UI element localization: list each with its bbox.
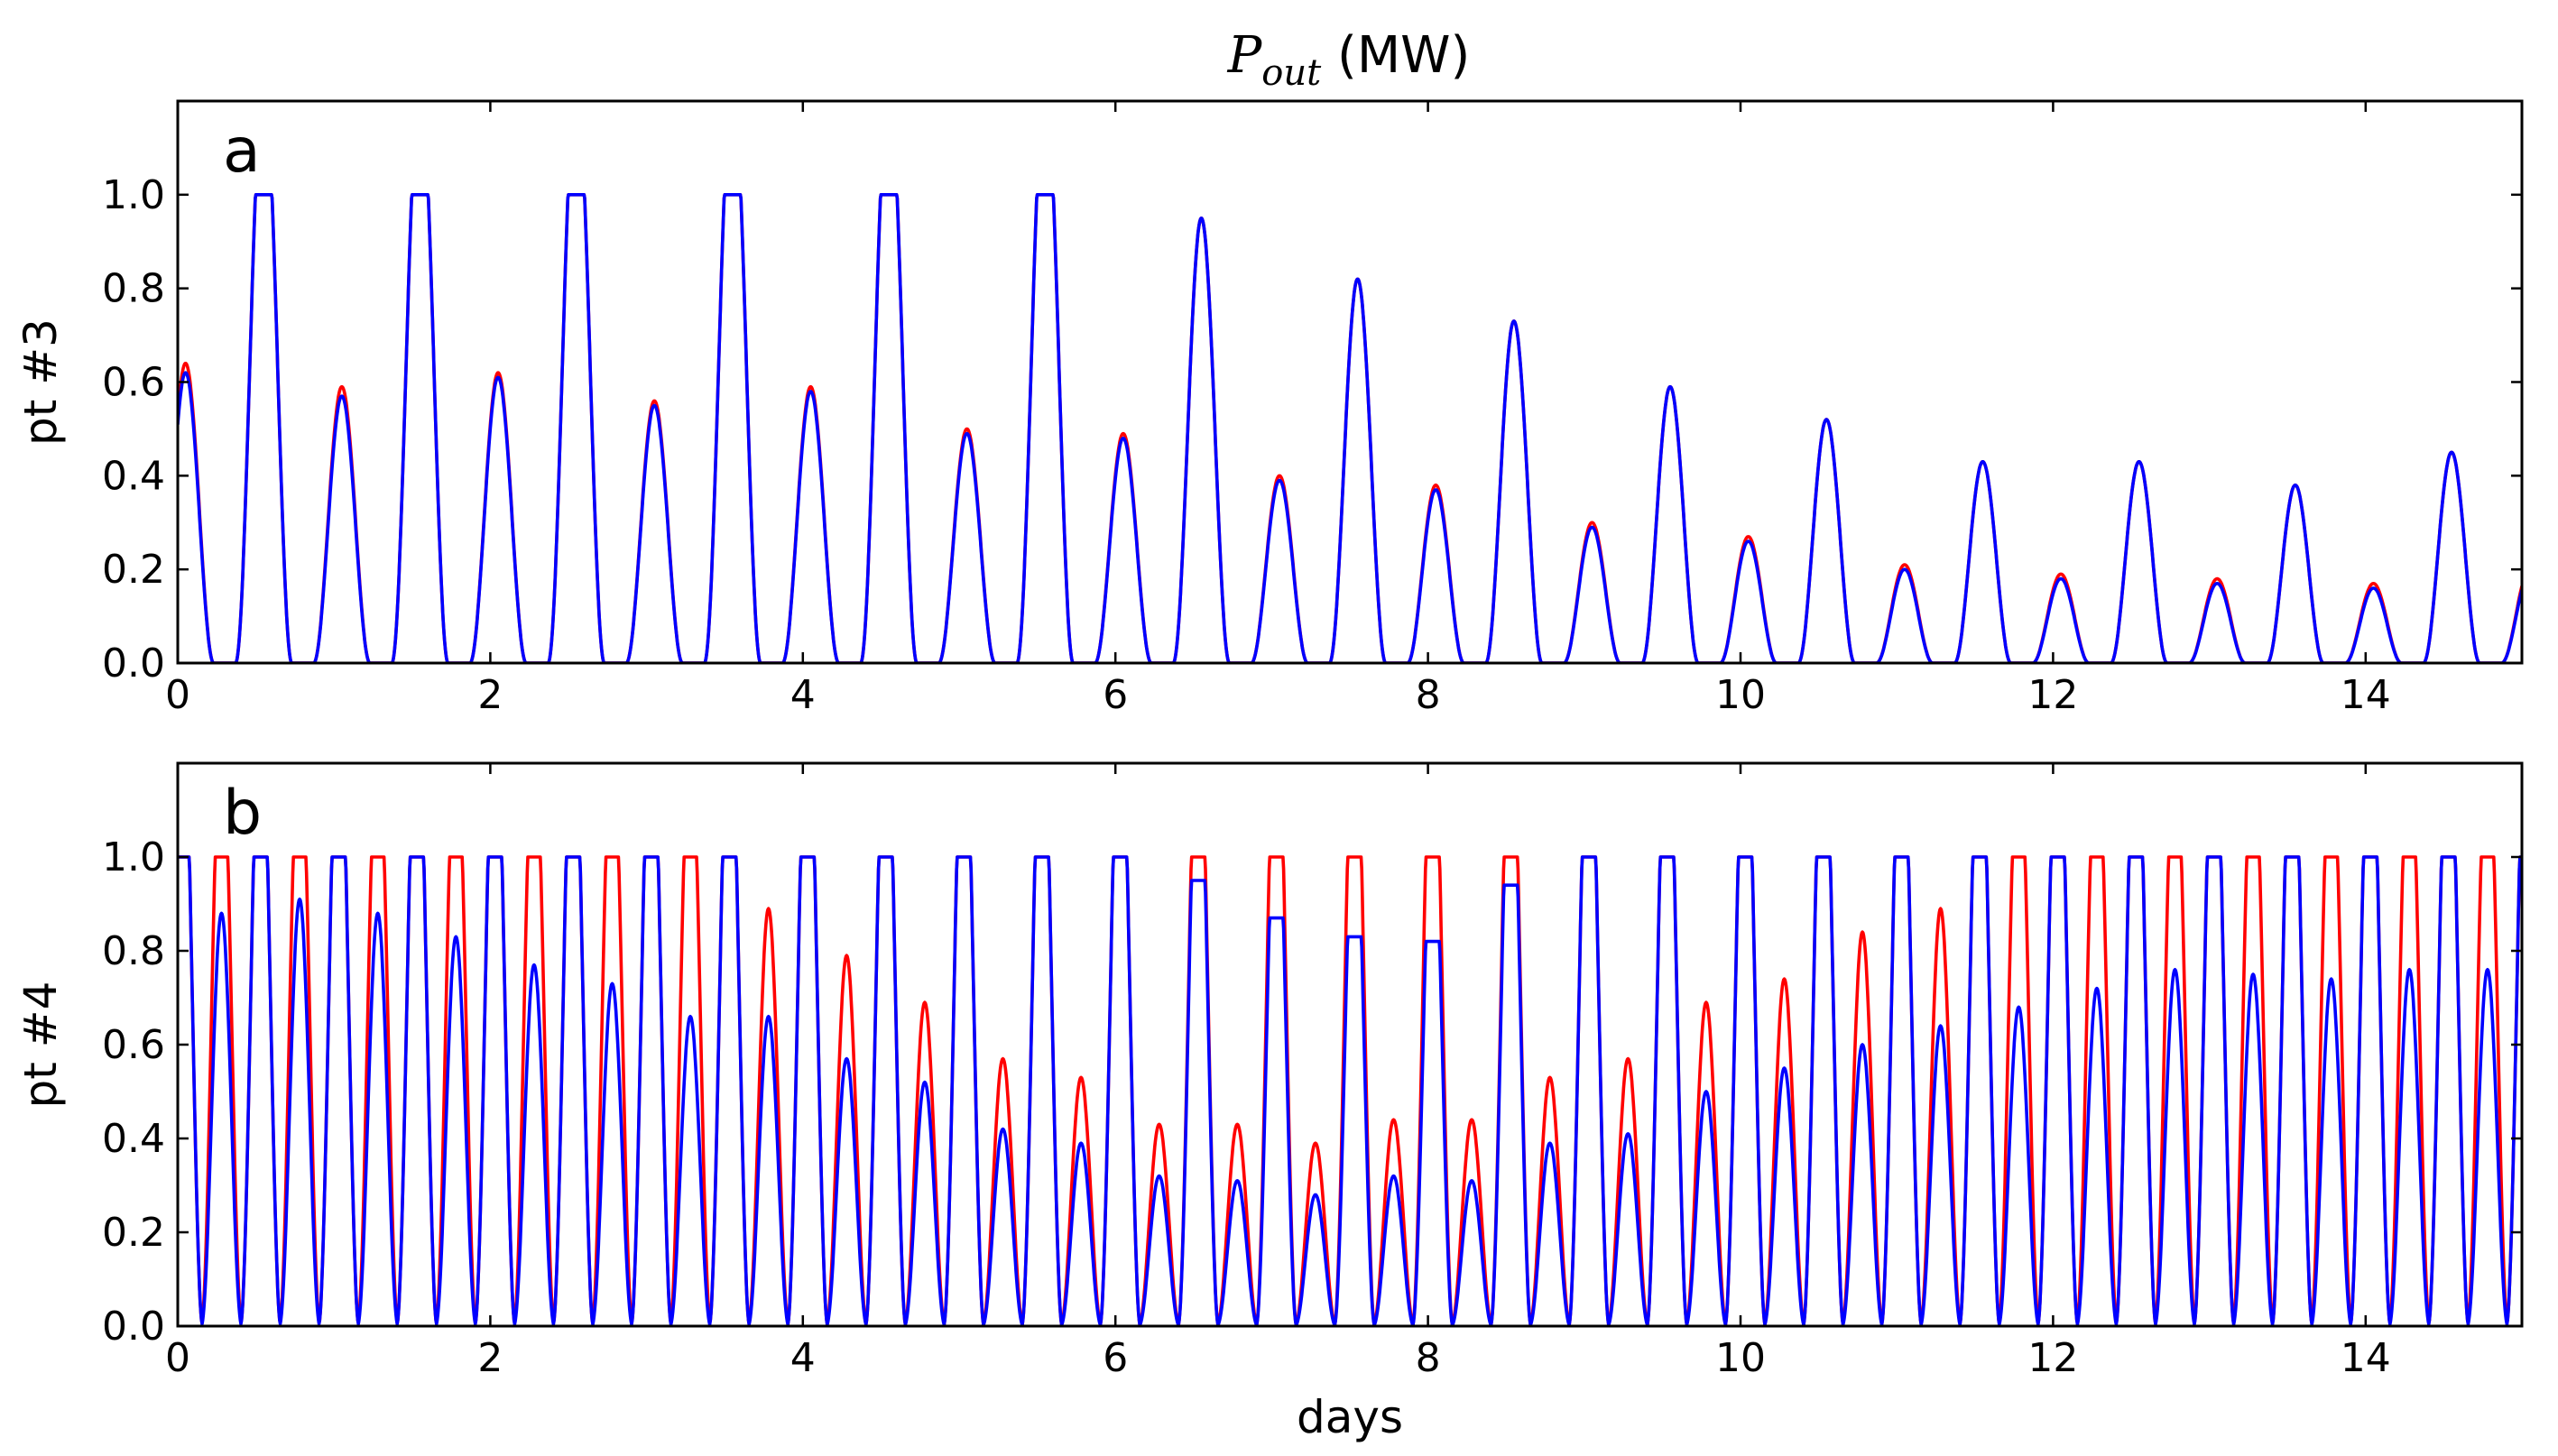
y-tick-label: 0.2	[102, 547, 165, 593]
x-tick-label: 14	[2341, 672, 2391, 718]
y-tick-label: 0.6	[102, 1022, 165, 1068]
y-tick-label: 0.2	[102, 1210, 165, 1256]
x-tick-label: 0	[165, 672, 190, 718]
x-tick-label: 2	[477, 1335, 503, 1381]
series-line-blue	[178, 855, 2522, 1326]
y-tick-label: 1.0	[102, 834, 165, 880]
y-axis-label: pt #4	[14, 981, 67, 1109]
series-group	[178, 193, 2522, 663]
title-symbol: P	[1227, 26, 1263, 85]
x-tick-label: 4	[790, 1335, 816, 1381]
panel-letter: a	[223, 115, 261, 187]
y-tick-label: 0.0	[102, 1304, 165, 1350]
x-tick-label: 10	[1715, 672, 1766, 718]
x-tick-label: 14	[2341, 1335, 2391, 1381]
panel-letter: b	[223, 778, 262, 849]
x-tick-label: 0	[165, 1335, 190, 1381]
x-tick-label: 6	[1103, 672, 1128, 718]
y-tick-label: 0.4	[102, 453, 165, 499]
series-line-blue	[178, 193, 2522, 663]
y-axis-label: pt #3	[14, 318, 67, 446]
y-tick-label: 0.8	[102, 266, 165, 312]
y-tick-label: 0.0	[102, 640, 165, 687]
x-tick-label: 8	[1416, 672, 1441, 718]
x-tick-label: 12	[2027, 672, 2078, 718]
y-tick-label: 0.6	[102, 360, 165, 406]
x-tick-label: 12	[2027, 1335, 2078, 1381]
figure-title: Pout (MW)	[1227, 26, 1471, 94]
series-group	[178, 855, 2522, 1326]
x-tick-label: 10	[1715, 1335, 1766, 1381]
panel-a: 0 2 4 6 8 10 12 14 0.0 0.2 0.4 0.6 0.8 1.0 pt #3 a	[14, 99, 2524, 718]
x-tick-label: 6	[1103, 1335, 1128, 1381]
title-units: (MW)	[1321, 26, 1470, 85]
x-tick-label: 2	[477, 672, 503, 718]
x-tick-label: 4	[790, 672, 816, 718]
title-subscript: out	[1261, 52, 1322, 94]
x-axis-label: days	[1297, 1391, 1403, 1443]
y-tick-label: 0.8	[102, 928, 165, 974]
x-tick-label: 8	[1416, 1335, 1441, 1381]
panel-b: 0 2 4 6 8 10 12 14 0.0 0.2 0.4 0.6 0.8 1.0 pt #4 days b	[14, 761, 2524, 1443]
y-tick-label: 1.0	[102, 172, 165, 218]
y-tick-label: 0.4	[102, 1116, 165, 1162]
svg-text:Pout (MW): Pout (MW)	[1227, 26, 1471, 94]
